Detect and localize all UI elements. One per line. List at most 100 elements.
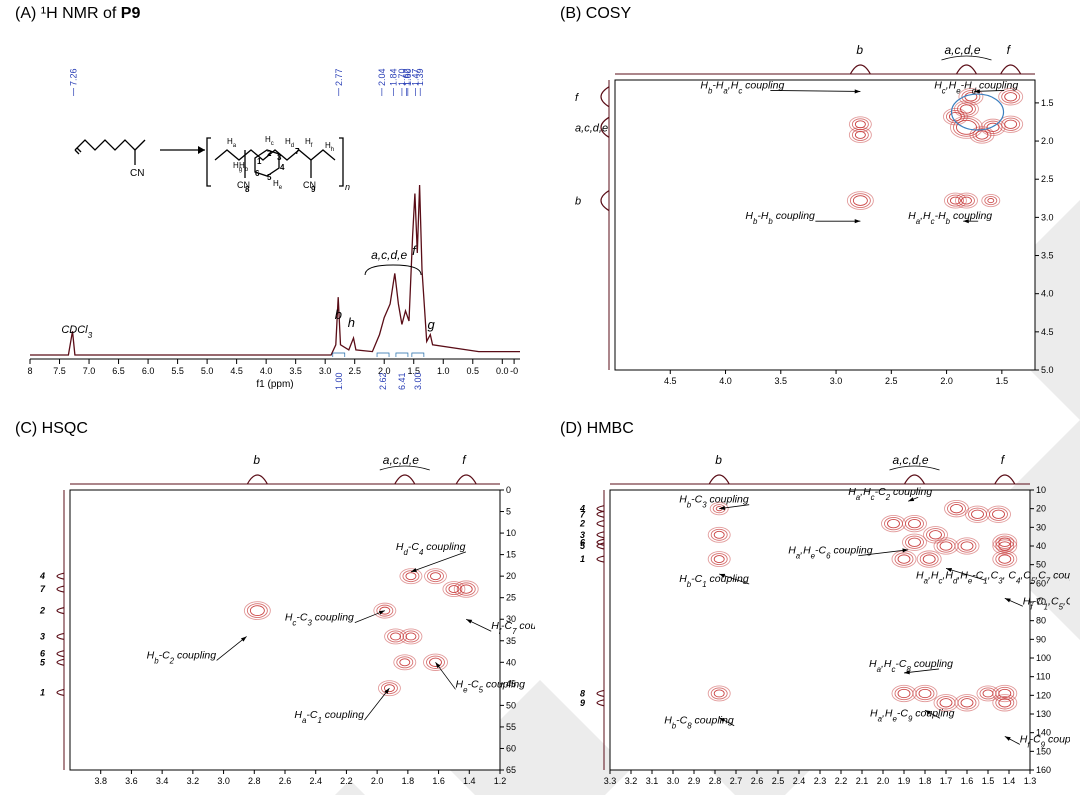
svg-text:3.0: 3.0 (319, 366, 332, 376)
svg-text:1.5: 1.5 (1041, 98, 1054, 108)
svg-text:6.5: 6.5 (112, 366, 125, 376)
svg-text:2.1: 2.1 (856, 776, 869, 786)
panel-b: (B) COSY 1.5 2.0 2.5 3.0 3.5 4.0 4.5 5.0 4.5 4.0 3… (560, 5, 1070, 405)
svg-text:1.6: 1.6 (432, 776, 445, 786)
svg-text:2.5: 2.5 (885, 376, 898, 386)
svg-text:55: 55 (506, 722, 516, 732)
figure-page: { "colors":{ "spectrum":"#5a0d17", "cont… (0, 0, 1080, 795)
svg-text:2.7: 2.7 (730, 776, 743, 786)
svg-text:7: 7 (295, 147, 300, 156)
svg-text:3.8: 3.8 (94, 776, 107, 786)
svg-text:0: 0 (506, 485, 511, 495)
svg-text:4.0: 4.0 (1041, 289, 1054, 299)
svg-text:4.0: 4.0 (719, 376, 732, 386)
svg-text:5: 5 (40, 657, 46, 667)
svg-text:0.5: 0.5 (467, 366, 480, 376)
svg-text:9: 9 (311, 185, 316, 194)
svg-text:5: 5 (580, 541, 586, 551)
svg-text:1.00: 1.00 (334, 372, 344, 390)
svg-text:2.6: 2.6 (751, 776, 764, 786)
svg-text:5.0: 5.0 (1041, 365, 1054, 375)
svg-text:6.0: 6.0 (142, 366, 155, 376)
svg-text:5: 5 (267, 173, 272, 182)
svg-text:4.5: 4.5 (664, 376, 677, 386)
svg-text:40: 40 (506, 657, 516, 667)
svg-text:b: b (253, 453, 260, 467)
svg-text:2: 2 (39, 606, 45, 616)
svg-text:50: 50 (506, 700, 516, 710)
svg-text:8: 8 (245, 185, 250, 194)
svg-text:120: 120 (1036, 690, 1051, 700)
svg-text:b: b (715, 453, 722, 467)
svg-text:8: 8 (27, 366, 32, 376)
svg-text:2.9: 2.9 (688, 776, 701, 786)
svg-text:f: f (1001, 453, 1006, 467)
svg-text:1.7: 1.7 (940, 776, 953, 786)
svg-text:110: 110 (1036, 672, 1050, 682)
svg-text:Hf-C9 coupling: Hf-C9 coupling (1020, 733, 1070, 749)
svg-text:7.26: 7.26 (69, 68, 79, 86)
svg-text:4.0: 4.0 (260, 366, 273, 376)
svg-text:2.0: 2.0 (371, 776, 384, 786)
panel-d-title: (D) HMBC (560, 420, 634, 438)
svg-text:2.5: 2.5 (772, 776, 785, 786)
svg-text:9: 9 (580, 698, 585, 708)
svg-text:b: b (856, 43, 863, 57)
svg-text:130: 130 (1036, 709, 1051, 719)
panel-a-title: (A) ¹H NMR of P9 (15, 5, 140, 23)
svg-text:b: b (575, 196, 581, 208)
panel-d-svg: 1020304050607080901001101201301401501603… (560, 440, 1070, 790)
svg-text:7: 7 (40, 584, 46, 594)
svg-text:100: 100 (1036, 653, 1051, 663)
svg-text:Hf: Hf (305, 137, 313, 149)
svg-text:2.3: 2.3 (814, 776, 827, 786)
svg-text:40: 40 (1036, 541, 1046, 551)
panel-c: (C) HSQC 051015202530354045505560653.83.… (15, 420, 535, 790)
svg-text:1.4: 1.4 (1003, 776, 1016, 786)
svg-text:2.2: 2.2 (340, 776, 353, 786)
svg-text:10: 10 (1036, 485, 1046, 495)
svg-text:2.0: 2.0 (940, 376, 953, 386)
svg-text:2: 2 (579, 519, 585, 529)
svg-text:3.5: 3.5 (1041, 251, 1054, 261)
svg-text:Hf-C1,C5,C6 coupling: Hf-C1,C5,C6 coupling (1023, 595, 1070, 611)
svg-text:65: 65 (506, 765, 516, 775)
svg-text:2.4: 2.4 (309, 776, 322, 786)
svg-text:a,c,d,e: a,c,d,e (371, 248, 407, 262)
svg-text:6: 6 (255, 169, 260, 178)
svg-text:f: f (462, 453, 467, 467)
svg-text:4.5: 4.5 (1041, 327, 1054, 337)
svg-text:a,c,d,e: a,c,d,e (575, 122, 608, 134)
svg-text:4: 4 (280, 163, 285, 172)
panel-a-title-text: (A) ¹H NMR of (15, 5, 121, 22)
svg-text:2.5: 2.5 (348, 366, 361, 376)
svg-text:1.3: 1.3 (1024, 776, 1037, 786)
svg-text:3.2: 3.2 (187, 776, 200, 786)
svg-text:3: 3 (277, 153, 282, 162)
panel-b-svg: 1.52.02.53.03.54.04.55.04.54.03.53.02.52… (560, 25, 1070, 405)
svg-text:50: 50 (1036, 560, 1046, 570)
svg-text:3.5: 3.5 (775, 376, 788, 386)
svg-text:20: 20 (506, 571, 516, 581)
svg-text:1: 1 (40, 687, 45, 697)
svg-text:f: f (575, 92, 579, 104)
svg-text:3: 3 (40, 631, 45, 641)
svg-text:Hh: Hh (325, 141, 334, 153)
svg-text:a,c,d,e: a,c,d,e (893, 453, 929, 467)
svg-text:3.0: 3.0 (667, 776, 680, 786)
svg-text:4: 4 (39, 571, 45, 581)
svg-text:3.1: 3.1 (646, 776, 659, 786)
svg-text:3.0: 3.0 (1041, 212, 1054, 222)
panel-a-title-bold: P9 (121, 5, 141, 22)
svg-text:5.5: 5.5 (171, 366, 184, 376)
svg-text:2.5: 2.5 (1041, 174, 1054, 184)
svg-text:3.2: 3.2 (625, 776, 638, 786)
panel-b-title: (B) COSY (560, 5, 631, 23)
svg-text:a,c,d,e: a,c,d,e (383, 453, 419, 467)
svg-text:4.5: 4.5 (230, 366, 243, 376)
panel-a: (A) ¹H NMR of P9 87.57.06.56.05.55.04.54… (15, 5, 535, 405)
svg-text:0.0: 0.0 (496, 366, 509, 376)
svg-text:15: 15 (506, 550, 516, 560)
svg-text:1.5: 1.5 (982, 776, 995, 786)
svg-text:20: 20 (1036, 504, 1046, 514)
